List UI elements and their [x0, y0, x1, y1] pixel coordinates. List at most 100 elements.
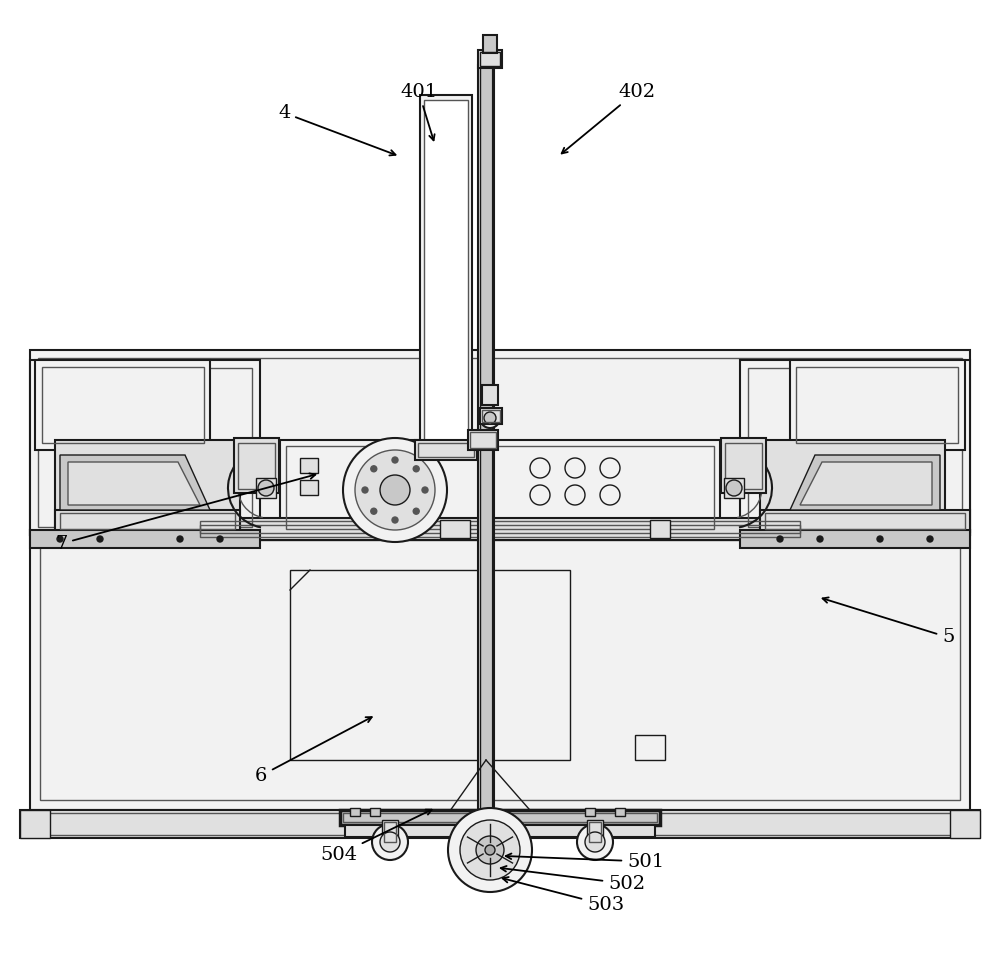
Bar — [740, 530, 970, 548]
Bar — [280, 440, 720, 535]
Text: 6: 6 — [255, 717, 372, 784]
Circle shape — [476, 836, 504, 864]
Bar — [415, 440, 477, 460]
Circle shape — [380, 832, 400, 852]
Bar — [760, 510, 970, 532]
Circle shape — [460, 820, 520, 880]
Text: 7: 7 — [55, 473, 315, 553]
Circle shape — [97, 536, 103, 542]
Bar — [25, 813, 975, 835]
Circle shape — [371, 508, 377, 514]
Bar — [256, 478, 276, 498]
Polygon shape — [790, 455, 940, 510]
Bar — [195, 518, 805, 540]
Bar — [478, 50, 502, 68]
Bar — [765, 513, 965, 529]
Bar — [748, 368, 962, 527]
Circle shape — [777, 536, 783, 542]
Circle shape — [585, 832, 605, 852]
Bar — [589, 822, 601, 842]
Bar — [55, 510, 240, 532]
Circle shape — [217, 536, 223, 542]
Bar — [55, 440, 240, 535]
Text: 503: 503 — [503, 877, 624, 914]
Bar — [790, 360, 965, 450]
Bar — [30, 530, 970, 810]
Bar — [480, 52, 500, 66]
Circle shape — [258, 480, 274, 496]
Bar — [42, 367, 204, 443]
Circle shape — [877, 536, 883, 542]
Bar — [300, 458, 318, 473]
Bar — [350, 808, 360, 816]
Bar — [290, 570, 570, 760]
Bar — [343, 813, 657, 822]
Bar — [420, 95, 472, 445]
Bar — [38, 358, 962, 527]
Bar — [38, 368, 252, 527]
Bar — [20, 810, 50, 838]
Bar — [721, 438, 766, 493]
Circle shape — [817, 536, 823, 542]
Bar — [796, 367, 958, 443]
Circle shape — [448, 808, 532, 892]
Bar — [482, 410, 500, 422]
Bar — [200, 521, 800, 537]
Circle shape — [480, 408, 500, 428]
Polygon shape — [60, 455, 210, 510]
Circle shape — [372, 824, 408, 860]
Bar — [40, 540, 960, 800]
Bar — [424, 100, 468, 440]
Text: 401: 401 — [400, 83, 437, 140]
Bar — [482, 385, 498, 405]
Circle shape — [343, 438, 447, 542]
Bar — [286, 446, 714, 529]
Bar — [234, 438, 279, 493]
Circle shape — [484, 412, 496, 424]
Circle shape — [380, 475, 410, 505]
Text: 504: 504 — [320, 810, 432, 864]
Bar — [370, 808, 380, 816]
Bar — [740, 360, 970, 535]
Bar — [470, 432, 496, 448]
Bar — [200, 525, 800, 533]
Bar — [20, 810, 980, 838]
Circle shape — [392, 517, 398, 523]
Circle shape — [413, 466, 419, 471]
Text: 502: 502 — [501, 866, 645, 893]
Bar — [725, 443, 762, 489]
Circle shape — [726, 480, 742, 496]
Polygon shape — [68, 462, 200, 505]
Bar — [650, 520, 670, 538]
Bar — [468, 430, 498, 450]
Circle shape — [422, 487, 428, 493]
Bar — [587, 820, 603, 845]
Bar — [724, 478, 744, 498]
Circle shape — [485, 845, 495, 855]
Text: 402: 402 — [562, 83, 655, 154]
Text: 4: 4 — [278, 104, 396, 156]
Bar — [615, 808, 625, 816]
Bar — [418, 443, 474, 457]
Bar — [483, 35, 497, 53]
Bar — [238, 443, 275, 489]
Bar — [300, 480, 318, 495]
Circle shape — [362, 487, 368, 493]
Text: 501: 501 — [506, 853, 664, 870]
Bar — [345, 825, 655, 837]
Circle shape — [577, 824, 613, 860]
Bar — [30, 530, 260, 548]
Circle shape — [392, 457, 398, 463]
Bar — [635, 735, 665, 760]
Circle shape — [927, 536, 933, 542]
Bar — [480, 408, 502, 424]
Polygon shape — [800, 462, 932, 505]
Bar — [950, 810, 980, 838]
Circle shape — [177, 536, 183, 542]
Bar — [35, 360, 210, 450]
Bar — [340, 810, 660, 825]
Bar — [760, 440, 945, 535]
Bar — [440, 520, 470, 538]
Bar — [585, 808, 595, 816]
Bar — [478, 65, 494, 825]
